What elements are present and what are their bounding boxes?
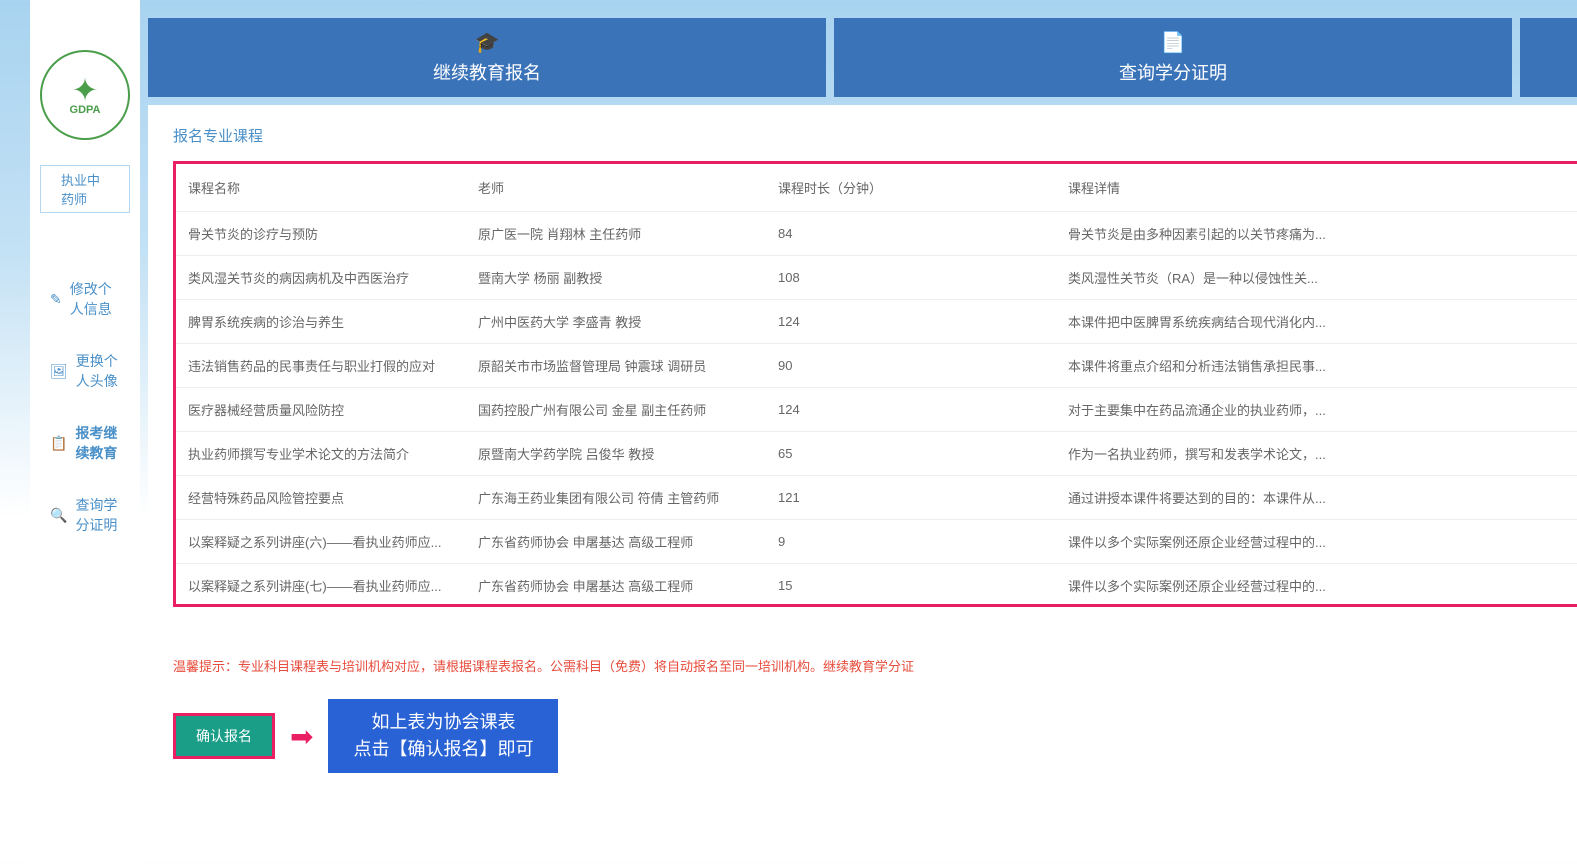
table-cell: 对于主要集中在药品流通企业的执业药师，...	[1056, 388, 1577, 432]
table-cell: 原广医一院 肖翔林 主任药师	[466, 212, 766, 256]
sidebar: ✦ GDPA 执业中药师 ✎ 修改个人信息 🖼 更换个人头像 📋 报考继续教育 …	[30, 0, 140, 864]
table-cell: 违法销售药品的民事责任与职业打假的应对	[176, 344, 466, 388]
sidebar-item-profile[interactable]: ✎ 修改个人信息	[40, 263, 130, 335]
table-row[interactable]: 医疗器械经营质量风险防控国药控股广州有限公司 金星 副主任药师124对于主要集中…	[176, 388, 1577, 432]
tab-education[interactable]: 🎓 继续教育报名	[148, 18, 826, 97]
table-cell: 脾胃系统疾病的诊治与养生	[176, 300, 466, 344]
table-scroll[interactable]: 课程名称 老师 课程时长（分钟） 课程详情 骨关节炎的诊疗与预防原广医一院 肖翔…	[176, 164, 1577, 604]
warning-text: 温馨提示：专业科目课程表与培训机构对应，请根据课程表报名。公需科目（免费）将自动…	[173, 656, 1577, 675]
table-row[interactable]: 执业药师撰写专业学术论文的方法简介原暨南大学药学院 吕俊华 教授65作为一名执业…	[176, 432, 1577, 476]
info-box-confirm: 如上表为协会课表 点击【确认报名】即可	[328, 699, 558, 773]
sidebar-menu: ✎ 修改个人信息 🖼 更换个人头像 📋 报考继续教育 🔍 查询学分证明	[40, 263, 130, 551]
table-cell: 类风湿关节炎的病因病机及中西医治疗	[176, 256, 466, 300]
table-cell: 执业药师撰写专业学术论文的方法简介	[176, 432, 466, 476]
table-cell: 广东省药师协会 申屠基达 高级工程师	[466, 564, 766, 605]
form-icon: 📋	[50, 435, 67, 452]
table-cell: 作为一名执业药师，撰写和发表学术论文，...	[1056, 432, 1577, 476]
table-row[interactable]: 类风湿关节炎的病因病机及中西医治疗暨南大学 杨丽 副教授108类风湿性关节炎（R…	[176, 256, 1577, 300]
col-header-teacher: 老师	[466, 164, 766, 212]
table-cell: 15	[766, 564, 1056, 605]
table-cell: 以案释疑之系列讲座(六)——看执业药师应...	[176, 520, 466, 564]
course-table: 课程名称 老师 课程时长（分钟） 课程详情 骨关节炎的诊疗与预防原广医一院 肖翔…	[176, 164, 1577, 604]
table-cell: 骨关节炎的诊疗与预防	[176, 212, 466, 256]
content-panel: 报名专业课程 课程名称 老师 课程时长（分钟） 课程详情 骨关节炎的诊疗与预防原	[148, 105, 1577, 793]
logo-abbr: GDPA	[70, 104, 101, 116]
tab-label: 继续教育报名	[433, 59, 541, 85]
section-title: 报名专业课程	[173, 125, 1577, 146]
col-header-duration: 课程时长（分钟）	[766, 164, 1056, 212]
table-cell: 课件以多个实际案例还原企业经营过程中的...	[1056, 520, 1577, 564]
table-row[interactable]: 以案释疑之系列讲座(七)——看执业药师应...广东省药师协会 申屠基达 高级工程…	[176, 564, 1577, 605]
table-row[interactable]: 违法销售药品的民事责任与职业打假的应对原韶关市市场监督管理局 钟震球 调研员90…	[176, 344, 1577, 388]
table-cell: 原韶关市市场监督管理局 钟震球 调研员	[466, 344, 766, 388]
sidebar-item-label: 更换个人头像	[76, 351, 120, 391]
logo: ✦ GDPA	[40, 50, 130, 140]
table-row[interactable]: 脾胃系统疾病的诊治与养生广州中医药大学 李盛青 教授124本课件把中医脾胃系统疾…	[176, 300, 1577, 344]
table-cell: 医疗器械经营质量风险防控	[176, 388, 466, 432]
sidebar-item-label: 查询学分证明	[75, 495, 120, 535]
table-cell: 124	[766, 388, 1056, 432]
sidebar-item-education[interactable]: 📋 报考继续教育	[40, 407, 130, 479]
table-cell: 广东省药师协会 申屠基达 高级工程师	[466, 520, 766, 564]
document-icon: 📄	[1161, 30, 1186, 55]
info-line: 如上表为协会课表	[353, 709, 533, 736]
top-tabs: 🎓 继续教育报名 📄 查询学分证明 👤 国家局注册系统	[148, 18, 1577, 97]
col-header-detail: 课程详情	[1056, 164, 1577, 212]
table-cell: 本课件把中医脾胃系统疾病结合现代消化内...	[1056, 300, 1577, 344]
tab-national-system[interactable]: 👤 国家局注册系统	[1520, 18, 1577, 97]
search-icon: 🔍	[50, 507, 67, 524]
bottom-actions: 确认报名 ➡ 如上表为协会课表 点击【确认报名】即可 如不是协会课表 可点击【下…	[173, 690, 1577, 783]
graduation-icon: 🎓	[475, 30, 500, 55]
tab-credits[interactable]: 📄 查询学分证明	[834, 18, 1512, 97]
table-cell: 通过讲授本课件将要达到的目的：本课件从...	[1056, 476, 1577, 520]
table-cell: 本课件将重点介绍和分析违法销售承担民事...	[1056, 344, 1577, 388]
table-row[interactable]: 骨关节炎的诊疗与预防原广医一院 肖翔林 主任药师84骨关节炎是由多种因素引起的以…	[176, 212, 1577, 256]
sidebar-item-credits[interactable]: 🔍 查询学分证明	[40, 479, 130, 551]
table-cell: 121	[766, 476, 1056, 520]
main-content: 🎓 继续教育报名 📄 查询学分证明 👤 国家局注册系统 报名专业课程	[140, 0, 1577, 864]
edit-icon: ✎	[50, 291, 62, 308]
table-row[interactable]: 经营特殊药品风险管控要点广东海王药业集团有限公司 符倩 主管药师121通过讲授本…	[176, 476, 1577, 520]
tab-label: 查询学分证明	[1119, 59, 1227, 85]
col-header-name: 课程名称	[176, 164, 466, 212]
arrow-right-icon: ➡	[290, 720, 313, 753]
table-cell: 90	[766, 344, 1056, 388]
table-cell: 65	[766, 432, 1056, 476]
course-table-wrapper: 课程名称 老师 课程时长（分钟） 课程详情 骨关节炎的诊疗与预防原广医一院 肖翔…	[173, 161, 1577, 607]
table-cell: 广东海王药业集团有限公司 符倩 主管药师	[466, 476, 766, 520]
confirm-enroll-button[interactable]: 确认报名	[173, 713, 275, 759]
image-icon: 🖼	[50, 363, 68, 380]
table-cell: 9	[766, 520, 1056, 564]
table-cell: 广州中医药大学 李盛青 教授	[466, 300, 766, 344]
table-header-row: 课程名称 老师 课程时长（分钟） 课程详情	[176, 164, 1577, 212]
table-cell: 以案释疑之系列讲座(七)——看执业药师应...	[176, 564, 466, 605]
role-badge: 执业中药师	[40, 165, 130, 213]
table-cell: 国药控股广州有限公司 金星 副主任药师	[466, 388, 766, 432]
table-cell: 84	[766, 212, 1056, 256]
table-cell: 类风湿性关节炎（RA）是一种以侵蚀性关...	[1056, 256, 1577, 300]
sidebar-item-label: 修改个人信息	[70, 279, 120, 319]
horizontal-scrollbar[interactable]	[173, 611, 1577, 631]
table-cell: 原暨南大学药学院 吕俊华 教授	[466, 432, 766, 476]
table-cell: 暨南大学 杨丽 副教授	[466, 256, 766, 300]
table-cell: 经营特殊药品风险管控要点	[176, 476, 466, 520]
table-cell: 108	[766, 256, 1056, 300]
logo-star-icon: ✦	[72, 74, 99, 106]
info-line: 点击【确认报名】即可	[353, 736, 533, 763]
table-cell: 124	[766, 300, 1056, 344]
sidebar-item-label: 报考继续教育	[75, 423, 120, 463]
table-cell: 骨关节炎是由多种因素引起的以关节疼痛为...	[1056, 212, 1577, 256]
sidebar-item-avatar[interactable]: 🖼 更换个人头像	[40, 335, 130, 407]
table-cell: 课件以多个实际案例还原企业经营过程中的...	[1056, 564, 1577, 605]
table-row[interactable]: 以案释疑之系列讲座(六)——看执业药师应...广东省药师协会 申屠基达 高级工程…	[176, 520, 1577, 564]
